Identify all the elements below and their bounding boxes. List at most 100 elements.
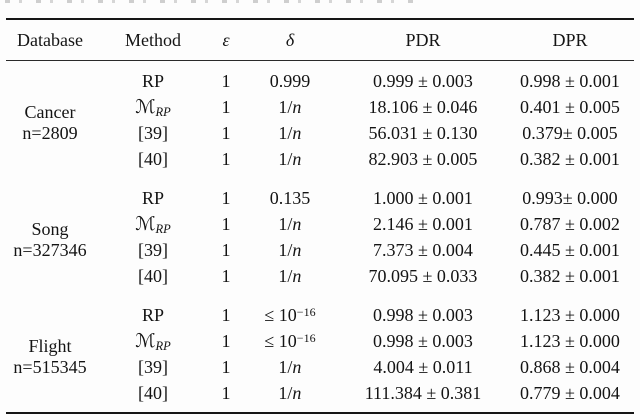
table-row: [40] 1 1/n 82.903 ± 0.005 0.382 ± 0.001 bbox=[6, 146, 634, 178]
cell-text: 1/ bbox=[278, 97, 293, 117]
column-header-method: Method bbox=[94, 19, 212, 61]
cell-delta: 1/n bbox=[278, 97, 302, 117]
column-header-delta: δ bbox=[240, 19, 340, 61]
column-header-pdr: PDR bbox=[340, 19, 506, 61]
cell-epsilon: 1 bbox=[221, 188, 231, 208]
column-header-database: Database bbox=[6, 19, 94, 61]
cell-delta: 0.999 bbox=[269, 71, 311, 91]
cell-delta: ≤ 10−16 bbox=[264, 331, 316, 351]
cell-pdr: 1.000 ± 0.001 bbox=[373, 188, 473, 208]
cell-epsilon: 1 bbox=[221, 97, 231, 117]
cell-text: 1/ bbox=[278, 123, 293, 143]
cell-text: ≤ 10 bbox=[264, 305, 297, 325]
cell-pdr: 0.999 ± 0.003 bbox=[373, 71, 473, 91]
cell-method: [39] bbox=[138, 123, 168, 143]
cell-method: ℳRP bbox=[135, 330, 171, 353]
cell-delta: 1/n bbox=[278, 240, 302, 260]
cell-pdr: 7.373 ± 0.004 bbox=[373, 240, 473, 260]
mechanism-symbol: ℳ bbox=[135, 330, 156, 352]
table-header: Database Method ε δ PDR DPR bbox=[6, 19, 634, 61]
block-cancer: Cancer n=2809 RP 1 0.999 0.999 ± 0.003 0.998 ±… bbox=[6, 61, 634, 179]
cell-epsilon: 1 bbox=[221, 383, 231, 403]
database-label: Song n=327346 bbox=[6, 178, 94, 295]
cell-epsilon: 1 bbox=[221, 214, 231, 234]
database-size: n=327346 bbox=[13, 240, 87, 260]
cell-method: [40] bbox=[138, 266, 168, 286]
cell-dpr: 0.993± 0.000 bbox=[522, 188, 618, 208]
table-row: ℳRP 1 1/n 18.106 ± 0.046 0.401 ± 0.005 bbox=[6, 94, 634, 120]
cell-epsilon: 1 bbox=[221, 357, 231, 377]
cell-epsilon: 1 bbox=[221, 266, 231, 286]
cell-dpr: 0.379± 0.005 bbox=[522, 123, 618, 143]
cell-dpr: 0.868 ± 0.004 bbox=[520, 357, 620, 377]
cell-delta: 1/n bbox=[278, 149, 302, 169]
mechanism-symbol: ℳ bbox=[135, 96, 156, 118]
cell-pdr: 4.004 ± 0.011 bbox=[373, 357, 473, 377]
database-size: n=2809 bbox=[22, 123, 78, 143]
database-size: n=515345 bbox=[13, 357, 87, 377]
cell-method: ℳRP bbox=[135, 96, 171, 119]
cell-delta: 1/n bbox=[278, 357, 302, 377]
table-row: [39] 1 1/n 4.004 ± 0.011 0.868 ± 0.004 bbox=[6, 354, 634, 380]
cell-pdr: 18.106 ± 0.046 bbox=[368, 97, 478, 117]
cell-pdr: 0.998 ± 0.003 bbox=[373, 331, 473, 351]
table-row: Song n=327346 RP 1 0.135 1.000 ± 0.001 0.993± … bbox=[6, 178, 634, 260]
table-row: [40] 1 1/n 111.384 ± 0.381 0.779 ± 0.004 bbox=[6, 380, 634, 413]
cell-epsilon: 1 bbox=[221, 305, 231, 325]
cell-delta: 0.135 bbox=[269, 188, 311, 208]
cropped-text-fragment bbox=[5, 0, 413, 3]
cell-dpr: 0.779 ± 0.004 bbox=[520, 383, 620, 403]
cell-method: [39] bbox=[138, 357, 168, 377]
cell-method: RP bbox=[141, 188, 165, 208]
cell-pdr: 56.031 ± 0.130 bbox=[368, 123, 478, 143]
database-label: Flight n=515345 bbox=[6, 295, 94, 413]
cell-method: [40] bbox=[138, 149, 168, 169]
cell-dpr: 0.445 ± 0.001 bbox=[520, 240, 620, 260]
cell-delta: ≤ 10−16 bbox=[264, 305, 316, 325]
column-header-epsilon: ε bbox=[212, 19, 240, 61]
cell-method: RP bbox=[141, 305, 165, 325]
cell-text: ≤ 10 bbox=[264, 331, 297, 351]
table-row: [39] 1 1/n 7.373 ± 0.004 0.445 ± 0.001 bbox=[6, 237, 634, 263]
table-row: ℳRP 1 1/n 2.146 ± 0.001 0.787 ± 0.002 bbox=[6, 211, 634, 237]
cell-pdr: 2.146 ± 0.001 bbox=[373, 214, 473, 234]
cell-text: 1/ bbox=[278, 266, 293, 286]
cell-text: 1/ bbox=[278, 240, 293, 260]
block-song: Song n=327346 RP 1 0.135 1.000 ± 0.001 0.993± … bbox=[6, 178, 634, 295]
cell-text: 1/ bbox=[278, 214, 293, 234]
cell-epsilon: 1 bbox=[221, 123, 231, 143]
database-label: Cancer n=2809 bbox=[6, 61, 94, 179]
cell-method: [40] bbox=[138, 383, 168, 403]
cell-dpr: 0.998 ± 0.001 bbox=[520, 71, 620, 91]
cell-text: 1/ bbox=[278, 357, 293, 377]
cell-method: RP bbox=[141, 71, 165, 91]
cell-delta: 1/n bbox=[278, 266, 302, 286]
cell-dpr: 0.401 ± 0.005 bbox=[520, 97, 620, 117]
table-row: [39] 1 1/n 56.031 ± 0.130 0.379± 0.005 bbox=[6, 120, 634, 146]
table-row: Cancer n=2809 RP 1 0.999 0.999 ± 0.003 0.998 ±… bbox=[6, 61, 634, 143]
column-header-dpr: DPR bbox=[506, 19, 634, 61]
cell-delta: 1/n bbox=[278, 123, 302, 143]
cell-dpr: 0.382 ± 0.001 bbox=[520, 149, 620, 169]
cell-delta: 1/n bbox=[278, 383, 302, 403]
cell-dpr: 0.382 ± 0.001 bbox=[520, 266, 620, 286]
cell-dpr: 1.123 ± 0.000 bbox=[520, 331, 620, 351]
cell-epsilon: 1 bbox=[221, 331, 231, 351]
header-row: Database Method ε δ PDR DPR bbox=[6, 19, 634, 61]
cell-delta: 1/n bbox=[278, 214, 302, 234]
cell-pdr: 111.384 ± 0.381 bbox=[364, 383, 482, 403]
table-row: Flight n=515345 RP 1 ≤ 10−16 0.998 ± 0.003 1.1… bbox=[6, 295, 634, 377]
database-name: Cancer bbox=[24, 102, 76, 122]
cell-text: 1/ bbox=[278, 149, 293, 169]
cell-epsilon: 1 bbox=[221, 240, 231, 260]
cell-pdr: 70.095 ± 0.033 bbox=[368, 266, 478, 286]
cell-method: [39] bbox=[138, 240, 168, 260]
cell-dpr: 1.123 ± 0.000 bbox=[520, 305, 620, 325]
cell-pdr: 82.903 ± 0.005 bbox=[368, 149, 478, 169]
table-row: [40] 1 1/n 70.095 ± 0.033 0.382 ± 0.001 bbox=[6, 263, 634, 295]
cell-epsilon: 1 bbox=[221, 149, 231, 169]
results-table: Database Method ε δ PDR DPR Cancer n=2809 RP 1 0.… bbox=[6, 18, 634, 414]
database-name: Flight bbox=[28, 336, 72, 356]
cell-method: ℳRP bbox=[135, 213, 171, 236]
